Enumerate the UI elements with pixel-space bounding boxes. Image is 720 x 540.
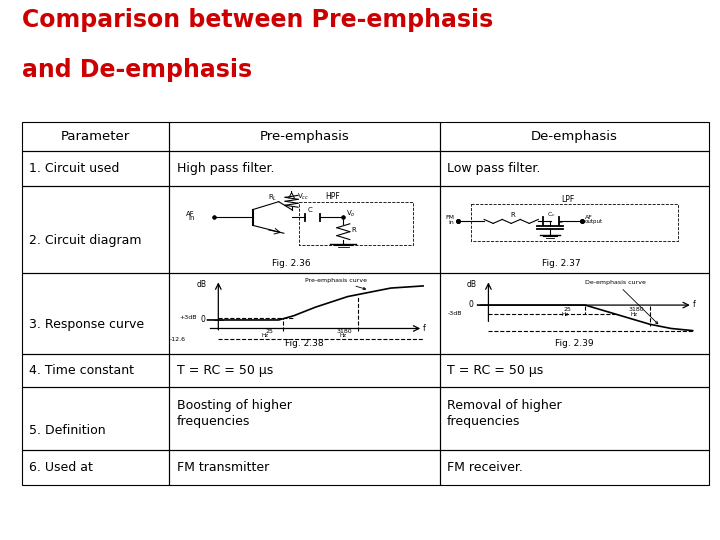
- Text: 3180: 3180: [337, 329, 353, 334]
- Text: dB: dB: [197, 280, 207, 288]
- Text: C$_c$: C$_c$: [547, 210, 556, 219]
- Text: T = RC = 50 μs: T = RC = 50 μs: [447, 364, 543, 377]
- Text: R: R: [351, 227, 356, 233]
- Text: 0: 0: [469, 300, 473, 309]
- Bar: [440, 186, 709, 273]
- Bar: [440, 122, 709, 151]
- Text: R$_L$: R$_L$: [269, 193, 278, 204]
- Text: 1. Circuit used: 1. Circuit used: [29, 162, 120, 175]
- Text: 25: 25: [564, 307, 572, 313]
- Bar: [169, 354, 440, 387]
- Text: 2. Circuit diagram: 2. Circuit diagram: [29, 234, 141, 247]
- Text: 0: 0: [200, 315, 205, 325]
- Text: Parameter: Parameter: [61, 130, 130, 143]
- Text: De-emphasis curve: De-emphasis curve: [585, 280, 658, 324]
- Text: V$_{cc}$: V$_{cc}$: [297, 191, 309, 201]
- Text: T = RC = 50 μs: T = RC = 50 μs: [176, 364, 273, 377]
- Text: V$_o$: V$_o$: [346, 209, 356, 219]
- Text: R: R: [510, 212, 515, 218]
- Bar: [440, 151, 709, 186]
- Text: 3. Response curve: 3. Response curve: [29, 318, 144, 331]
- Text: C: C: [307, 207, 312, 213]
- Bar: [22, 354, 169, 387]
- Text: Boosting of higher
frequencies: Boosting of higher frequencies: [176, 399, 292, 428]
- Bar: [22, 186, 169, 273]
- Text: 6. Used at: 6. Used at: [29, 461, 93, 474]
- Bar: [169, 186, 440, 273]
- Bar: [169, 450, 440, 485]
- Text: output: output: [585, 219, 603, 224]
- Text: -3dB: -3dB: [448, 311, 463, 316]
- Text: Comparison between Pre-emphasis: Comparison between Pre-emphasis: [22, 8, 493, 32]
- Text: FM transmitter: FM transmitter: [176, 461, 269, 474]
- Bar: [169, 151, 440, 186]
- Text: LPF: LPF: [562, 195, 575, 204]
- Bar: [22, 273, 169, 354]
- Bar: [169, 387, 440, 450]
- Text: 4. Time constant: 4. Time constant: [29, 364, 134, 377]
- Bar: [440, 354, 709, 387]
- Text: 25: 25: [266, 329, 274, 334]
- Text: 5. Definition: 5. Definition: [29, 424, 105, 437]
- Text: Fig. 2.39: Fig. 2.39: [555, 339, 594, 348]
- Text: Hz: Hz: [261, 333, 269, 338]
- Bar: [22, 450, 169, 485]
- Text: Pre-emphasis: Pre-emphasis: [260, 130, 349, 143]
- Text: Fig. 2.36: Fig. 2.36: [272, 259, 311, 268]
- Bar: [169, 122, 440, 151]
- Text: f: f: [693, 300, 696, 309]
- Text: Fig. 2.38: Fig. 2.38: [285, 339, 324, 348]
- Text: Hz: Hz: [630, 312, 637, 317]
- Text: dB: dB: [467, 280, 477, 288]
- Bar: [169, 273, 440, 354]
- Text: and De-emphasis: and De-emphasis: [22, 58, 252, 82]
- Bar: [22, 122, 169, 151]
- Text: AF: AF: [186, 211, 194, 217]
- Text: Hz: Hz: [339, 333, 346, 338]
- Text: Low pass filter.: Low pass filter.: [447, 162, 540, 175]
- Text: FM: FM: [446, 215, 454, 220]
- Text: in: in: [188, 215, 194, 221]
- Bar: [440, 273, 709, 354]
- Bar: [22, 387, 169, 450]
- Text: 3180: 3180: [628, 307, 644, 313]
- Text: High pass filter.: High pass filter.: [176, 162, 274, 175]
- Text: HPF: HPF: [325, 192, 340, 201]
- Text: +3dB: +3dB: [179, 315, 197, 320]
- Text: Pre-emphasis curve: Pre-emphasis curve: [305, 278, 366, 289]
- Text: in: in: [448, 220, 454, 225]
- Text: De-emphasis: De-emphasis: [531, 130, 618, 143]
- Text: Hz: Hz: [562, 312, 569, 317]
- Bar: [440, 387, 709, 450]
- Text: f: f: [423, 323, 426, 333]
- Text: AF: AF: [585, 215, 593, 220]
- Text: Fig. 2.37: Fig. 2.37: [542, 259, 581, 268]
- Text: FM receiver.: FM receiver.: [447, 461, 523, 474]
- Bar: [22, 151, 169, 186]
- Text: C: C: [558, 222, 562, 228]
- Text: Removal of higher
frequencies: Removal of higher frequencies: [447, 399, 562, 428]
- Text: -12.6: -12.6: [170, 336, 186, 342]
- Bar: [440, 450, 709, 485]
